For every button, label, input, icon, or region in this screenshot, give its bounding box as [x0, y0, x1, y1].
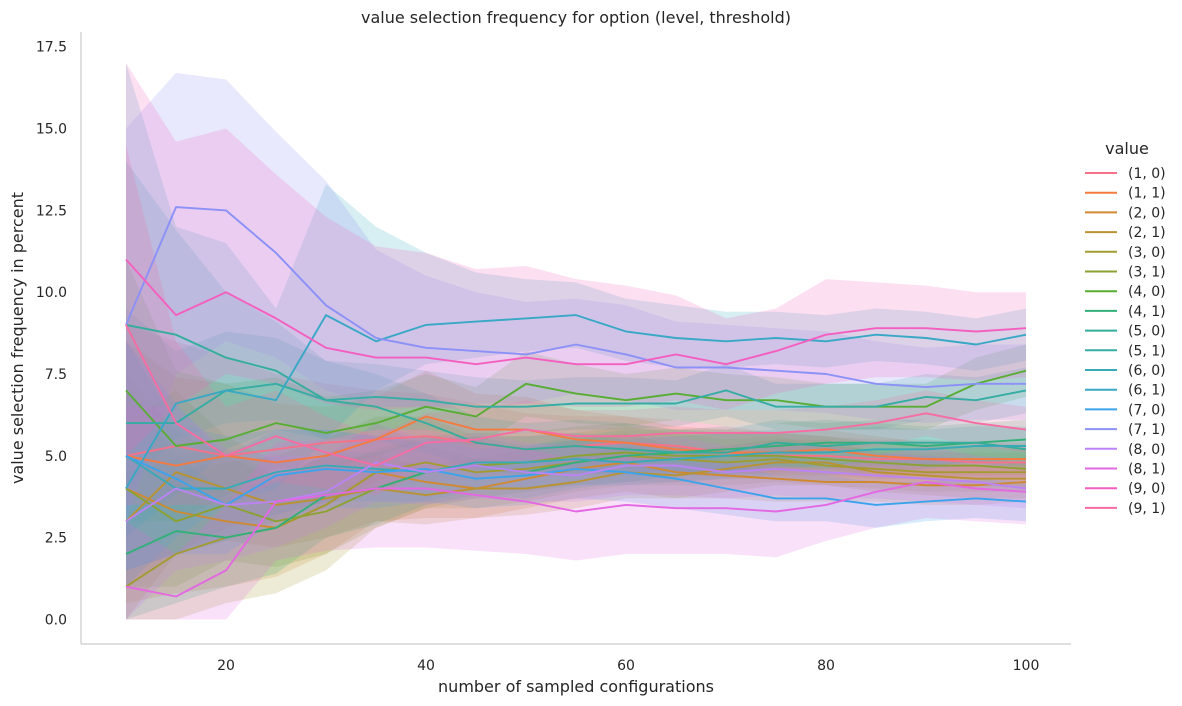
band-7-1 — [126, 72, 1026, 522]
series-line-6-0 — [125, 445, 1026, 490]
legend-title: value — [1105, 139, 1149, 158]
x-tick-label: 100 — [1013, 658, 1040, 674]
x-axis-ticks: 20 40 60 80 100 — [217, 658, 1039, 674]
legend-item-6-0: (6, 0) — [1085, 363, 1166, 379]
legend-label: (6, 1) — [1128, 383, 1166, 399]
series-line-7-1 — [125, 206, 1026, 389]
series-line-2-1 — [125, 461, 1026, 522]
legend-item-8-1: (8, 1) — [1085, 462, 1166, 478]
legend-item-2-1: (2, 1) — [1085, 225, 1166, 241]
series-line-9-0 — [125, 258, 1027, 366]
series-line-6-1 — [125, 314, 1027, 489]
legend: value (1, 0) (1, 1) (2, 0) (2, 1) (3, 0) (3, … — [1085, 139, 1166, 517]
band-6-1 — [126, 63, 1026, 587]
legend-label: (9, 0) — [1128, 481, 1166, 497]
legend-label: (6, 0) — [1128, 363, 1166, 379]
legend-label: (3, 1) — [1128, 265, 1166, 281]
y-tick-label: 17.5 — [36, 40, 67, 56]
legend-label: (2, 1) — [1128, 225, 1166, 241]
legend-label: (8, 0) — [1128, 442, 1166, 458]
legend-item-1-0: (1, 0) — [1085, 166, 1166, 182]
legend-item-7-1: (7, 1) — [1085, 422, 1166, 438]
series-line-9-1 — [125, 324, 1027, 467]
y-axis-ticks: 0.0 2.5 5.0 7.5 10.0 12.5 15.0 17.5 — [36, 40, 67, 629]
legend-item-2-0: (2, 0) — [1085, 205, 1166, 221]
legend-item-4-1: (4, 1) — [1085, 304, 1166, 320]
legend-label: (8, 1) — [1128, 462, 1166, 478]
band-5-1 — [126, 308, 1026, 538]
y-axis-title: value selection frequency in percent — [8, 192, 27, 484]
legend-item-3-0: (3, 0) — [1085, 245, 1166, 261]
series-line-1-1 — [125, 415, 1026, 467]
x-tick-label: 60 — [617, 658, 635, 674]
legend-item-6-1: (6, 1) — [1085, 383, 1166, 399]
band-2-0 — [126, 374, 1026, 604]
legend-label: (1, 0) — [1128, 166, 1166, 182]
legend-label: (4, 0) — [1128, 284, 1166, 300]
y-tick-label: 0.0 — [45, 612, 67, 628]
series-line-3-1 — [125, 451, 1027, 523]
legend-item-4-0: (4, 0) — [1085, 284, 1166, 300]
legend-label: (4, 1) — [1128, 304, 1166, 320]
legend-label: (9, 1) — [1128, 501, 1166, 517]
legend-items: (1, 0) (1, 1) (2, 0) (2, 1) (3, 0) (3, 1) (4, … — [1085, 166, 1166, 517]
legend-item-5-1: (5, 1) — [1085, 343, 1166, 359]
x-axis-title: number of sampled configurations — [438, 677, 714, 696]
legend-label: (7, 1) — [1128, 422, 1166, 438]
legend-item-7-0: (7, 0) — [1085, 402, 1166, 418]
y-tick-label: 5.0 — [45, 449, 67, 465]
y-tick-label: 10.0 — [36, 285, 67, 301]
band-5-0 — [126, 161, 1026, 489]
x-tick-label: 40 — [417, 658, 435, 674]
series-lines — [125, 206, 1027, 598]
y-tick-label: 2.5 — [45, 531, 67, 547]
legend-label: (5, 1) — [1128, 343, 1166, 359]
legend-item-1-1: (1, 1) — [1085, 186, 1166, 202]
band-9-0 — [126, 63, 1026, 456]
chart-title: value selection frequency for option (le… — [361, 8, 791, 27]
series-line-7-0 — [125, 454, 1027, 506]
x-tick-label: 20 — [217, 658, 235, 674]
band-4-0 — [126, 259, 1026, 522]
legend-item-9-1: (9, 1) — [1085, 501, 1166, 517]
legend-label: (3, 0) — [1128, 245, 1166, 261]
legend-item-5-0: (5, 0) — [1085, 324, 1166, 340]
y-tick-label: 7.5 — [45, 367, 67, 383]
y-tick-label: 15.0 — [36, 122, 67, 138]
series-line-8-1 — [125, 481, 1027, 598]
legend-label: (5, 0) — [1128, 324, 1166, 340]
confidence-bands — [126, 63, 1026, 620]
band-2-1 — [126, 390, 1026, 620]
y-tick-label: 12.5 — [36, 203, 67, 219]
legend-item-9-0: (9, 0) — [1085, 481, 1166, 497]
legend-item-8-0: (8, 0) — [1085, 442, 1166, 458]
legend-item-3-1: (3, 1) — [1085, 265, 1166, 281]
x-tick-label: 80 — [817, 658, 835, 674]
legend-label: (2, 0) — [1128, 205, 1166, 221]
series-line-5-1 — [126, 382, 1027, 425]
legend-label: (1, 1) — [1128, 186, 1166, 202]
series-line-5-0 — [125, 323, 1027, 454]
band-3-1 — [126, 390, 1026, 587]
legend-label: (7, 0) — [1128, 402, 1166, 418]
band-9-1 — [126, 144, 1026, 505]
